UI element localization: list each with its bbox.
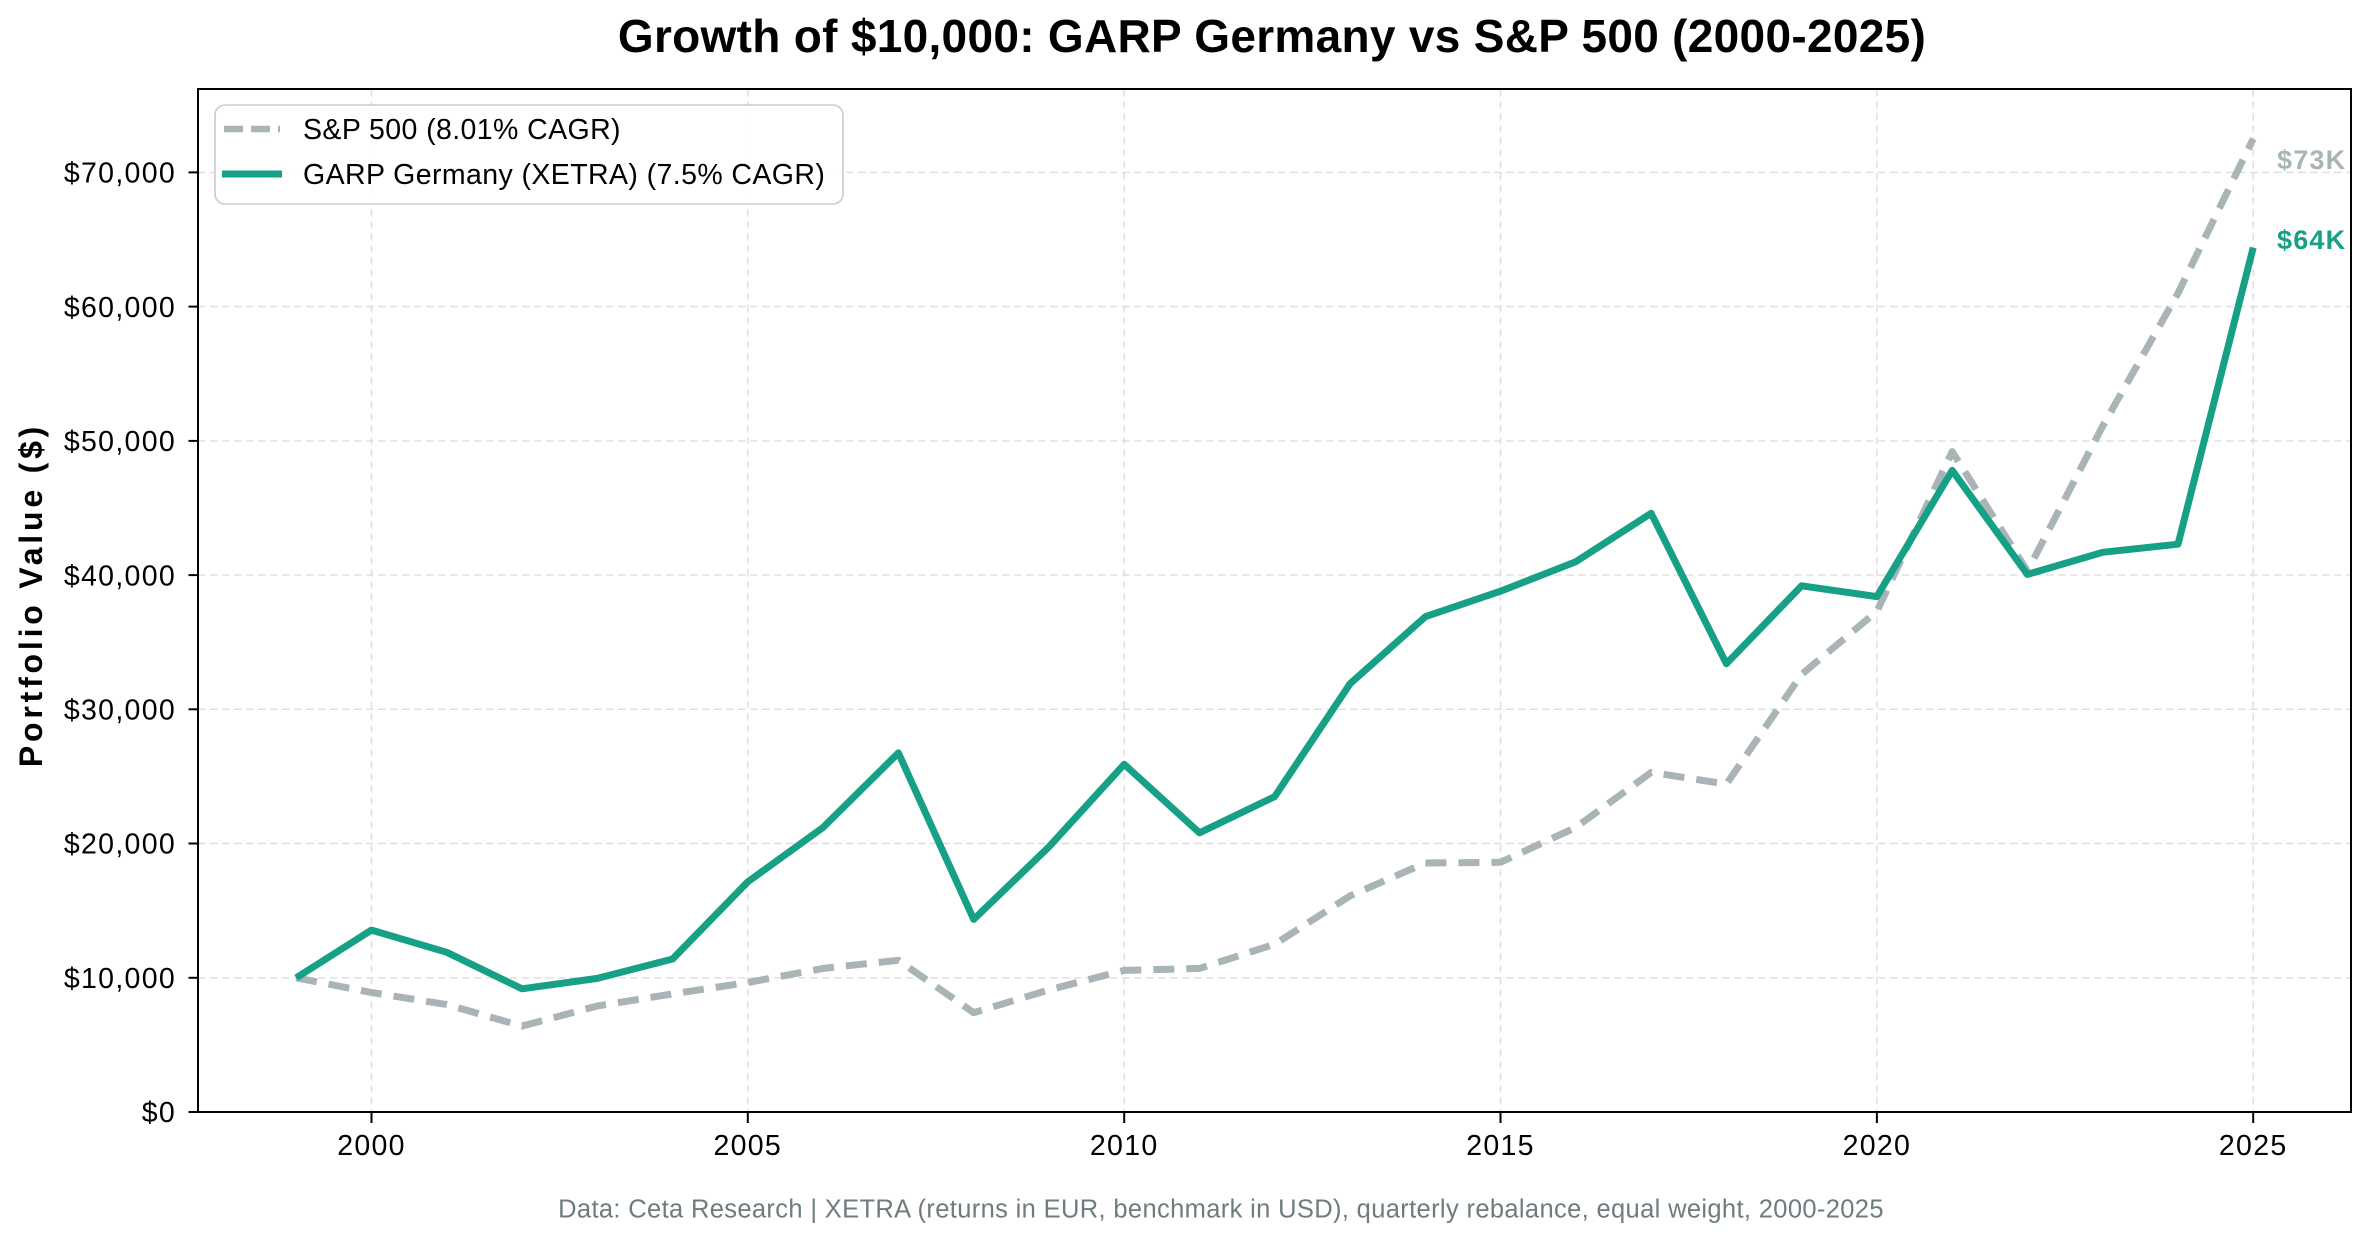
svg-text:$60,000: $60,000 [64, 292, 176, 324]
svg-text:$64K: $64K [2277, 225, 2346, 255]
svg-text:$20,000: $20,000 [64, 829, 176, 861]
svg-text:S&P 500 (8.01% CAGR): S&P 500 (8.01% CAGR) [303, 114, 621, 146]
svg-text:$30,000: $30,000 [64, 695, 176, 727]
svg-text:Portfolio Value ($): Portfolio Value ($) [13, 423, 49, 767]
svg-text:$50,000: $50,000 [64, 426, 176, 458]
svg-text:$40,000: $40,000 [64, 560, 176, 592]
svg-text:2005: 2005 [713, 1130, 782, 1162]
svg-text:$73K: $73K [2277, 145, 2346, 175]
svg-text:2010: 2010 [1090, 1130, 1159, 1162]
svg-text:2000: 2000 [337, 1130, 406, 1162]
svg-text:$10,000: $10,000 [64, 963, 176, 995]
svg-text:$70,000: $70,000 [64, 158, 176, 190]
svg-text:2015: 2015 [1466, 1130, 1535, 1162]
svg-text:Growth of $10,000: GARP German: Growth of $10,000: GARP Germany vs S&P 5… [618, 10, 1926, 62]
svg-text:GARP Germany (XETRA) (7.5% CAG: GARP Germany (XETRA) (7.5% CAGR) [303, 159, 825, 191]
svg-text:2025: 2025 [2219, 1130, 2288, 1162]
svg-text:Data: Ceta Research | XETRA (r: Data: Ceta Research | XETRA (returns in … [558, 1196, 1884, 1224]
svg-text:$0: $0 [142, 1097, 176, 1129]
svg-text:2020: 2020 [1843, 1130, 1912, 1162]
